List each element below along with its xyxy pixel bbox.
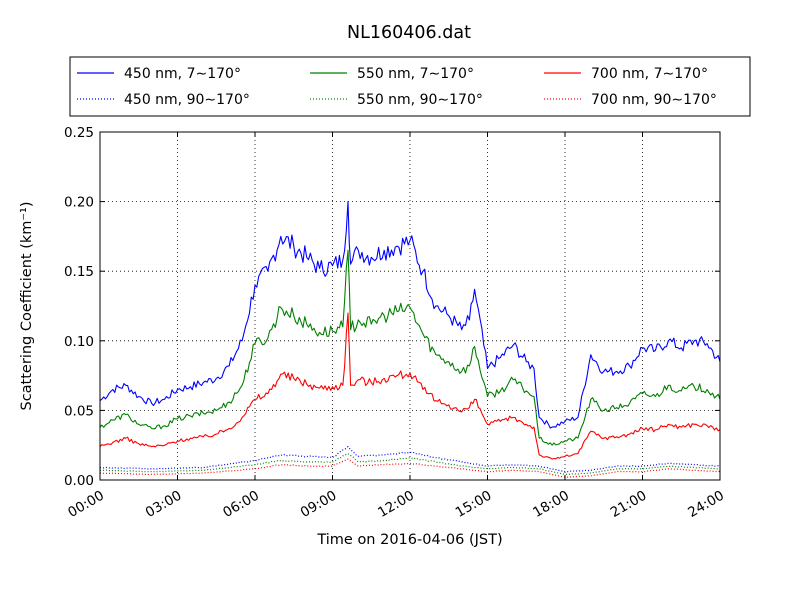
y-tick-label: 0.20 bbox=[64, 195, 94, 211]
x-tick-label: 06:00 bbox=[220, 488, 262, 521]
x-tick-label: 09:00 bbox=[298, 488, 340, 521]
x-axis-title: Time on 2016-04-06 (JST) bbox=[316, 532, 502, 548]
legend-items: 450 nm, 7∼170° 550 nm, 7∼170° 700 nm, 7∼17… bbox=[77, 66, 717, 108]
x-tick-label: 24:00 bbox=[685, 488, 727, 521]
series-line-700-nm-7-170-solid bbox=[99, 312, 721, 460]
legend-label: 550 nm, 7∼170° bbox=[357, 66, 474, 82]
y-axis-title: Scattering Coefficient (km⁻¹) bbox=[19, 202, 35, 411]
legend-label: 700 nm, 7∼170° bbox=[591, 66, 708, 82]
plot-area bbox=[100, 132, 720, 480]
legend-label: 700 nm, 90∼170° bbox=[591, 92, 717, 108]
series-line-550-nm-90-170-dotted bbox=[99, 453, 720, 475]
legend-label: 450 nm, 7∼170° bbox=[124, 66, 241, 82]
y-tick-label: 0.00 bbox=[64, 473, 94, 489]
x-tick-label: 12:00 bbox=[375, 488, 417, 521]
legend-label: 550 nm, 90∼170° bbox=[357, 92, 483, 108]
x-tick-label: 18:00 bbox=[530, 488, 572, 521]
x-tick-label: 15:00 bbox=[453, 488, 495, 521]
y-tick-label: 0.05 bbox=[64, 403, 94, 419]
series-line-450-nm-7-170-solid bbox=[99, 201, 721, 429]
legend-label: 450 nm, 90∼170° bbox=[124, 92, 250, 108]
series-layer bbox=[99, 201, 721, 478]
x-tick-label: 00:00 bbox=[65, 488, 107, 521]
y-tick-label: 0.25 bbox=[64, 125, 94, 141]
series-line-550-nm-7-170-solid bbox=[99, 249, 721, 446]
legend bbox=[69, 56, 751, 117]
grid-lines bbox=[100, 132, 720, 480]
x-tick-label: 03:00 bbox=[143, 488, 185, 521]
y-tick-label: 0.15 bbox=[64, 264, 94, 280]
y-tick-label: 0.10 bbox=[64, 334, 94, 350]
x-tick-label: 21:00 bbox=[608, 488, 650, 521]
chart-title: NL160406.dat bbox=[347, 23, 471, 43]
